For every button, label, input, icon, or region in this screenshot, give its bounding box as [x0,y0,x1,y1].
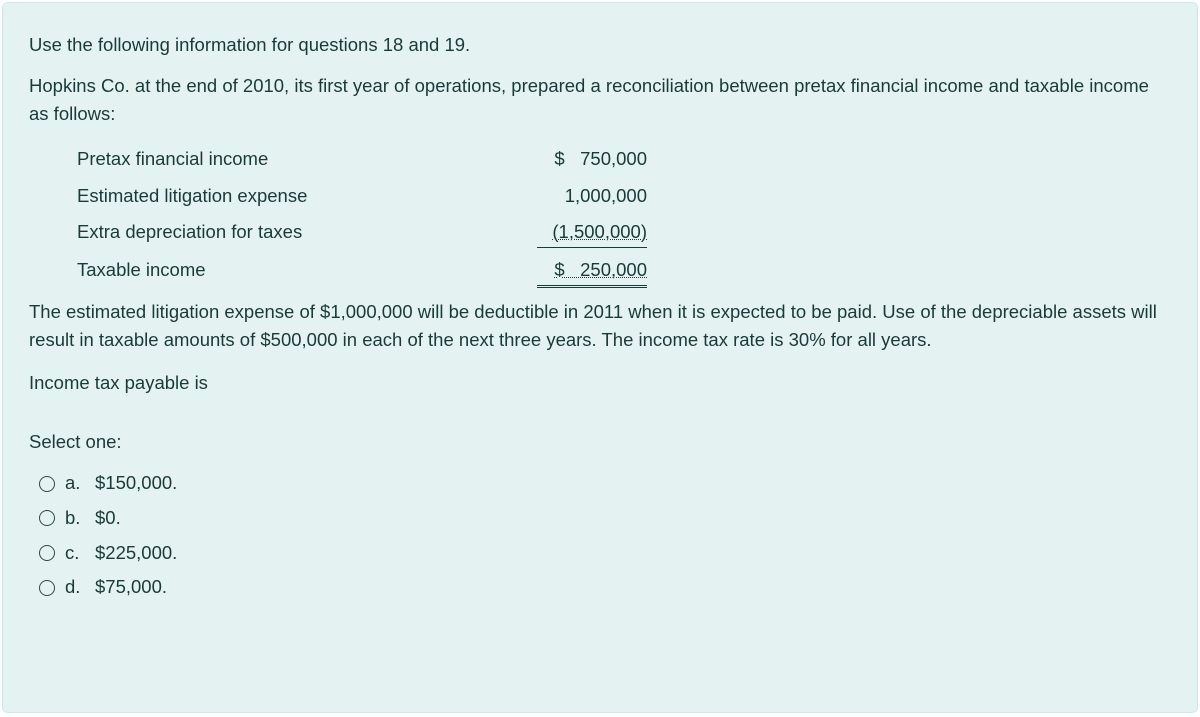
option-text: $225,000. [95,539,177,568]
row-value: (1,500,000) [507,218,647,248]
row-label: Taxable income [77,256,507,285]
paragraph-1: Hopkins Co. at the end of 2010, its firs… [29,72,1171,129]
table-row: Pretax financial income $ 750,000 [77,141,1171,178]
option-text: $0. [95,504,121,533]
options-group: a. $150,000. b. $0. c. $225,000. d. $75,… [29,466,1171,605]
option-c[interactable]: c. $225,000. [39,536,1171,571]
option-letter: a. [65,469,85,498]
row-value: 1,000,000 [507,182,647,211]
row-value: $ 750,000 [507,145,647,174]
row-value: $ 250,000 [507,256,647,288]
question-panel: Use the following information for questi… [2,2,1198,713]
table-row: Taxable income $ 250,000 [77,252,1171,292]
row-label: Pretax financial income [77,145,507,174]
row-label: Estimated litigation expense [77,182,507,211]
option-text: $75,000. [95,573,167,602]
intro-text: Use the following information for questi… [29,31,1171,60]
select-one-label: Select one: [29,428,1171,457]
option-b[interactable]: b. $0. [39,501,1171,536]
reconciliation-table: Pretax financial income $ 750,000 Estima… [77,141,1171,292]
radio-icon [39,510,55,526]
option-d[interactable]: d. $75,000. [39,570,1171,605]
table-row: Estimated litigation expense 1,000,000 [77,178,1171,215]
row-label: Extra depreciation for taxes [77,218,507,247]
table-row: Extra depreciation for taxes (1,500,000) [77,214,1171,252]
option-letter: b. [65,504,85,533]
option-a[interactable]: a. $150,000. [39,466,1171,501]
paragraph-2: The estimated litigation expense of $1,0… [29,298,1171,355]
radio-icon [39,580,55,596]
option-letter: c. [65,539,85,568]
radio-icon [39,545,55,561]
option-text: $150,000. [95,469,177,498]
radio-icon [39,476,55,492]
question-text: Income tax payable is [29,369,1171,398]
option-letter: d. [65,573,85,602]
